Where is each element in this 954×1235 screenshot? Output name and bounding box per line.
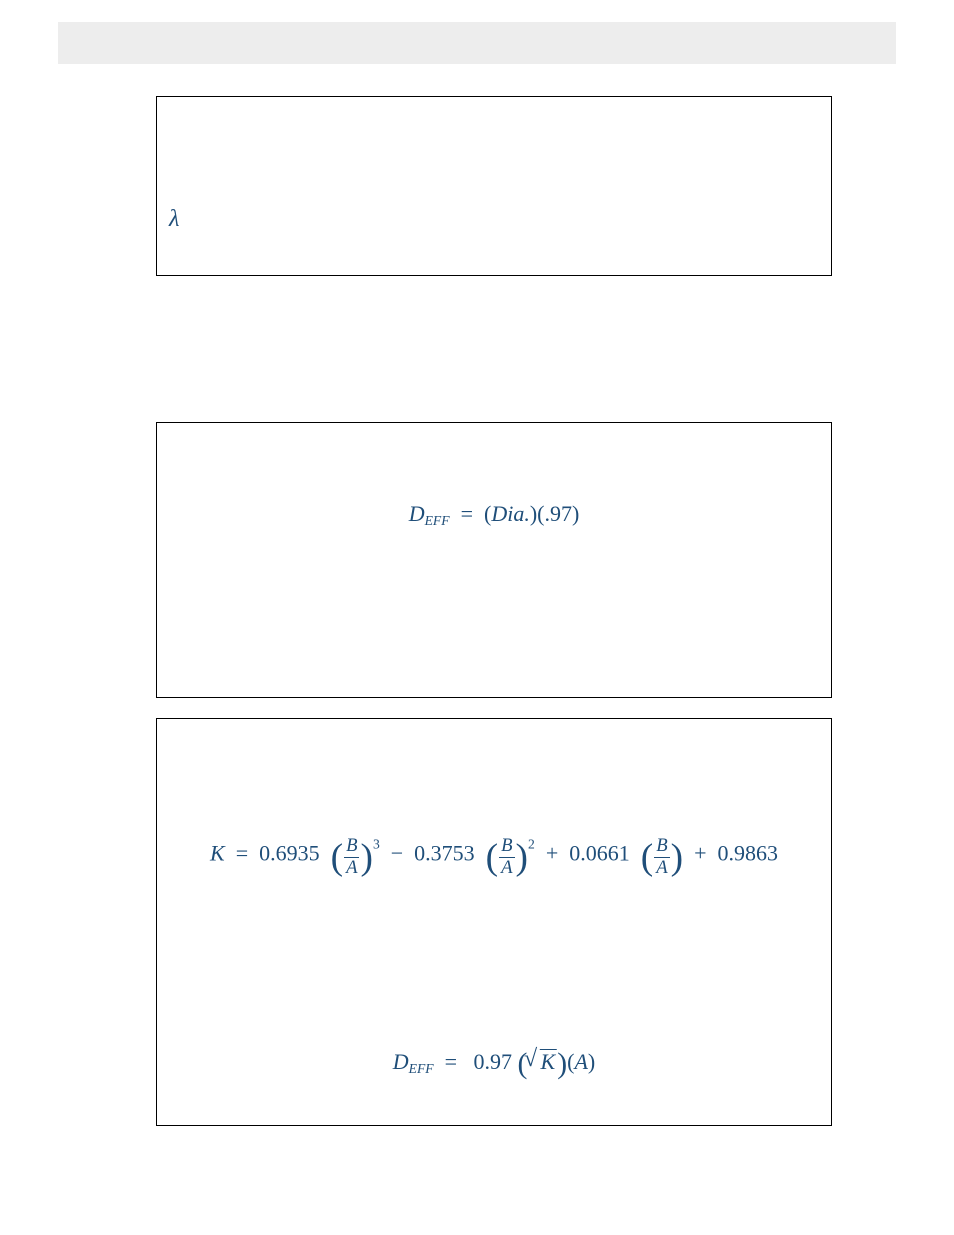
sqrt-K: K xyxy=(527,1049,557,1073)
factor-097: 0.97 xyxy=(474,1049,513,1074)
factor-97: .97 xyxy=(544,501,572,526)
paren-open: ( xyxy=(484,501,491,526)
exp-3: 3 xyxy=(373,836,380,851)
sub-eff: EFF xyxy=(409,1061,434,1076)
coef-2: 0.3753 xyxy=(414,841,475,866)
header-grey-band xyxy=(58,22,896,64)
plus-2: + xyxy=(694,841,706,866)
coef-3: 0.6935 xyxy=(259,841,320,866)
equals: = xyxy=(445,1049,457,1074)
fraction-BA: BA xyxy=(344,837,359,877)
equation-deff-dia: DEFF = (Dia.)(.97) xyxy=(409,503,580,527)
panel-deff-dia: DEFF = (Dia.)(.97) xyxy=(156,422,832,698)
paren-close: ) xyxy=(557,1050,567,1080)
sub-eff: EFF xyxy=(425,513,450,528)
panel-k-and-deff: K = 0.6935 (BA)3 − 0.3753 (BA)2 + 0.0661… xyxy=(156,718,832,1126)
equals: = xyxy=(236,841,248,866)
paren-open-2: ( xyxy=(567,1049,574,1074)
var-D: D xyxy=(409,501,425,526)
var-A: A xyxy=(574,1049,587,1074)
var-D: D xyxy=(393,1049,409,1074)
paren-open-2: ( xyxy=(537,501,544,526)
term-dia: Dia. xyxy=(491,501,530,526)
minus: − xyxy=(391,841,403,866)
equation-deff-sqrtk: DEFF = 0.97 (K)(A) xyxy=(393,1049,595,1079)
paren-close: ) xyxy=(360,839,372,876)
equation-k-polynomial: K = 0.6935 (BA)3 − 0.3753 (BA)2 + 0.0661… xyxy=(210,837,778,877)
var-K: K xyxy=(210,841,225,866)
panel-lambda: λ xyxy=(156,96,832,276)
paren-open: ( xyxy=(331,839,343,876)
page: λ DEFF = (Dia.)(.97) K = 0.6935 (BA)3 − … xyxy=(0,0,954,1235)
exp-2: 2 xyxy=(528,836,535,851)
coef-1: 0.0661 xyxy=(569,841,630,866)
coef-0: 0.9863 xyxy=(717,841,778,866)
plus: + xyxy=(546,841,558,866)
lambda-symbol: λ xyxy=(169,206,179,233)
paren-close-2: ) xyxy=(588,1049,595,1074)
paren-close-2: ) xyxy=(572,501,579,526)
